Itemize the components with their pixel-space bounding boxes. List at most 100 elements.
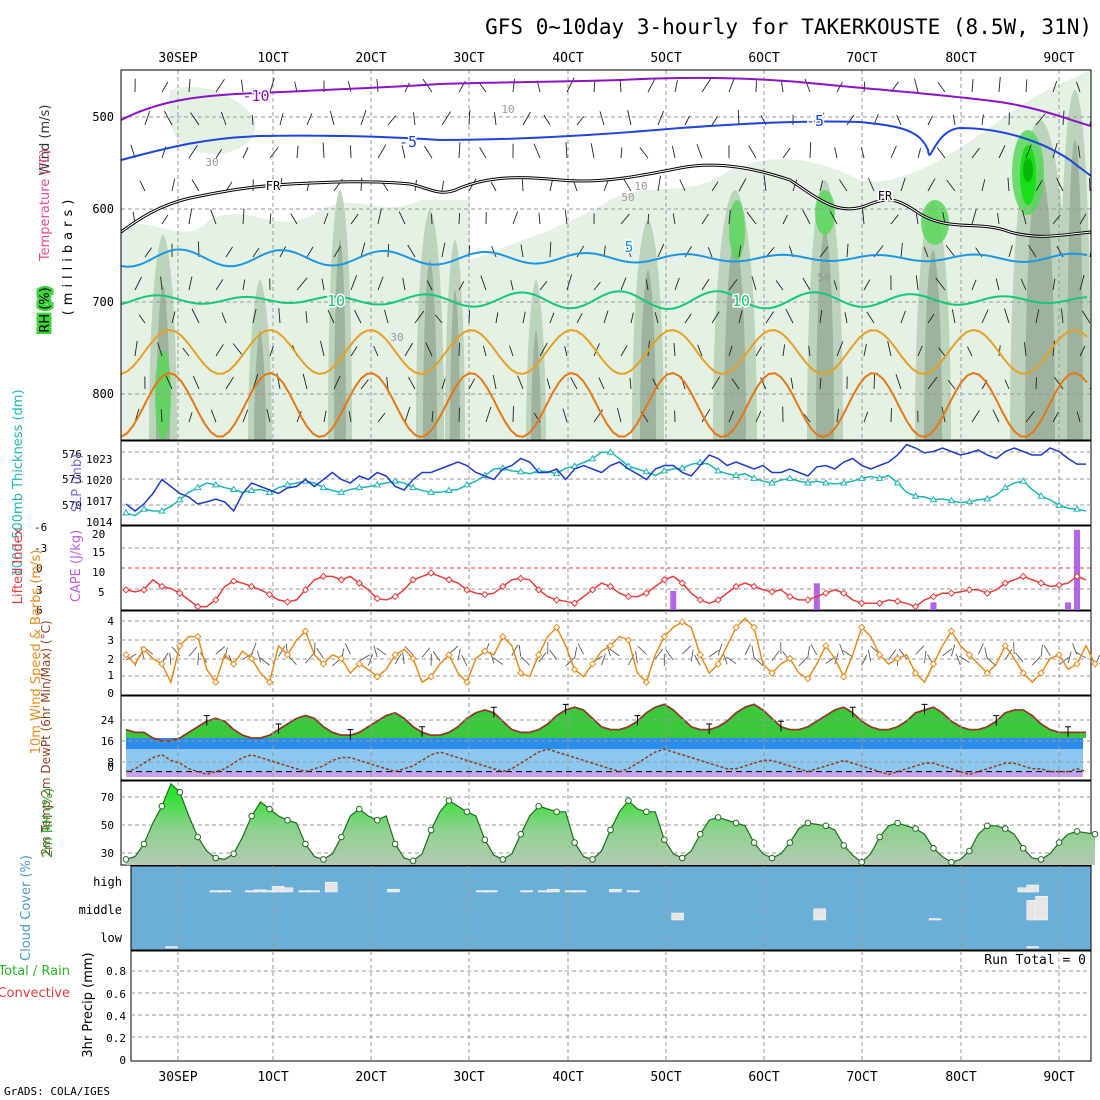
data-point [857,474,866,481]
wind-barb [468,109,471,126]
wind-barb [296,277,308,291]
wind-barb [520,244,524,258]
thickness-tick: 576 [62,448,82,461]
cape-bar [670,590,677,610]
data-point [463,678,471,686]
wind-barb [900,310,906,324]
date-label: 4OCT [552,51,583,66]
data-point [911,669,920,677]
data-point [840,673,848,681]
wind-tick: 0 [107,687,114,700]
data-point [984,822,991,830]
wind-barb [134,276,142,291]
contour-label: 10 [327,292,345,310]
wind-barb [387,115,397,126]
wind-barb [511,644,519,656]
stability-grid [121,526,1091,610]
data-point [391,477,400,484]
max-marker [706,723,713,734]
wind-barb [711,116,718,126]
slp-tick: 1014 [86,516,113,529]
data-point [140,586,148,594]
wind-barb [564,210,568,225]
wind-barb [620,213,630,225]
wind-barb [836,341,844,357]
data-point [481,590,489,599]
data-point [965,651,974,659]
date-label: 1OCT [257,51,288,66]
data-point [875,651,884,659]
wind-barb [522,311,526,324]
data-point [409,857,417,865]
wind-barb [622,177,632,192]
chart-title: GFS 0~10day 3-hourly for TAKERKOUSTE (8.… [485,15,1092,39]
data-point [1019,669,1027,677]
wind-barb [306,113,313,126]
data-point [696,651,704,659]
wind-barb [863,279,871,291]
data-point [893,597,902,605]
data-point [768,669,776,677]
wind-barb [224,647,228,660]
precip-panel: Run Total = 0 0.8 0.6 0.4 0.2 0 Total / … [0,950,1092,1067]
data-point [194,632,202,641]
cloud-grid [177,866,1060,950]
wind-barb [404,646,414,656]
wind-barb [753,657,764,667]
data-point [1073,505,1081,512]
wind-barb [426,280,433,291]
rh-core [1023,158,1033,182]
wind-barb [674,277,680,291]
contour-label: FR [878,189,893,203]
wind-barb [1035,180,1043,192]
data-point [283,651,292,659]
wind-barb [538,212,541,225]
contour-label: 50 [621,191,634,204]
wind-barb [839,179,848,192]
wind-barb [1052,340,1055,357]
data-point [911,602,920,611]
data-point [212,678,220,686]
data-point [1073,828,1081,835]
wind-barb [279,113,284,126]
data-point [858,858,866,866]
wind-barb [701,408,711,423]
rh-core [921,200,949,245]
data-point [857,623,866,632]
wind-barb [333,246,341,258]
data-point [535,802,543,810]
wind-barb [373,645,378,658]
wind-barb [139,180,146,192]
wind-barb [923,247,929,258]
data-point [588,660,597,668]
wind-barb [998,345,1001,357]
wind-barb [935,277,946,291]
cape-bar [1065,602,1072,610]
wind-barb [1040,644,1043,657]
wind-barb [344,642,351,655]
wind-barb [738,178,747,192]
wind-barb [269,146,279,159]
y-label-slp: SLP (mb) [70,454,85,513]
contour-label: -5 [806,112,824,130]
wind-barb [792,179,798,192]
wind-barb [984,647,988,660]
wind-barb [593,343,600,357]
wind-barb [603,310,609,324]
data-point [1073,660,1081,668]
cloud-bar [165,946,178,949]
wind-barb [144,247,153,258]
data-point [1037,492,1046,499]
data-point [1037,669,1045,677]
wind-barb [1015,652,1024,663]
wind-barb [836,408,839,423]
data-point [176,589,184,597]
wind-barb [577,643,584,655]
wind-barb [377,144,387,159]
wind-barb [981,309,989,324]
wind-barb [590,143,595,159]
wind-barb [225,376,235,390]
data-point [247,486,256,493]
data-point [714,596,722,604]
cape-tick: 15 [92,546,105,559]
